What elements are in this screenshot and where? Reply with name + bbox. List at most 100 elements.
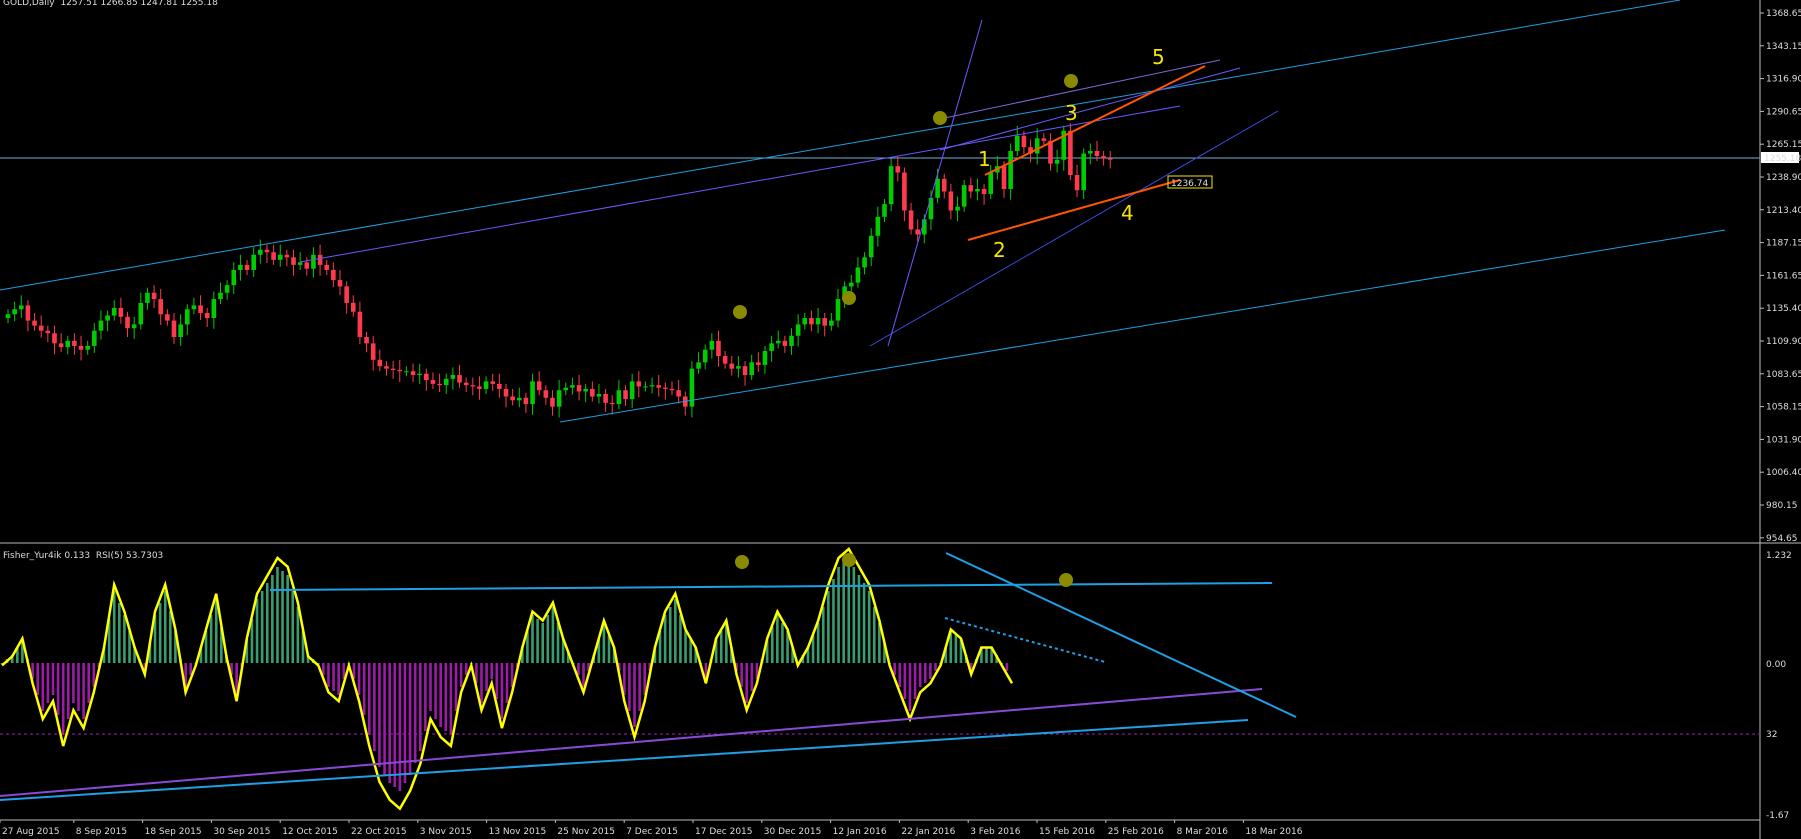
indicator-downtrend-line bbox=[945, 552, 1297, 718]
candle-body bbox=[875, 216, 881, 236]
histogram-bar bbox=[260, 591, 264, 663]
candle-body bbox=[271, 252, 276, 260]
histogram-bar bbox=[980, 647, 983, 663]
histogram-bar bbox=[444, 663, 448, 731]
candle-body bbox=[145, 292, 150, 303]
candle-body bbox=[231, 269, 237, 286]
candle-body bbox=[1034, 138, 1040, 154]
histogram-bar bbox=[857, 575, 861, 663]
histogram-bar bbox=[781, 623, 784, 663]
histogram-bar bbox=[265, 583, 269, 663]
candle-body bbox=[450, 375, 456, 379]
histogram-bar bbox=[199, 647, 203, 663]
price-axis-label: 1213.40 bbox=[1766, 206, 1801, 216]
candle-body bbox=[470, 385, 476, 387]
histogram-bar bbox=[296, 607, 300, 663]
candle-body bbox=[58, 343, 64, 348]
date-axis-label: 17 Dec 2015 bbox=[695, 827, 753, 837]
candle-body bbox=[430, 380, 436, 384]
candle-body bbox=[795, 324, 801, 336]
histogram-bar bbox=[235, 663, 238, 695]
histogram-bar bbox=[373, 663, 376, 751]
candle-body bbox=[928, 197, 934, 220]
wave-label: 1 bbox=[978, 147, 991, 171]
candle-body bbox=[935, 178, 940, 198]
histogram-bar bbox=[459, 663, 463, 687]
candle-body bbox=[85, 345, 90, 350]
histogram-bar bbox=[342, 663, 346, 679]
price-axis-label: 954.65 bbox=[1766, 534, 1798, 544]
date-axis-label: 22 Jan 2016 bbox=[901, 827, 955, 837]
histogram-bar bbox=[485, 663, 488, 691]
histogram-bar bbox=[556, 623, 560, 663]
date-axis-label: 30 Sep 2015 bbox=[213, 827, 270, 837]
candle-body bbox=[424, 373, 429, 381]
histogram-bar bbox=[837, 567, 840, 663]
candle-body bbox=[171, 320, 177, 338]
diagonal-support-line bbox=[869, 110, 1279, 347]
histogram-bar bbox=[500, 663, 504, 719]
histogram-bar bbox=[867, 591, 871, 663]
candle-body bbox=[304, 262, 310, 269]
histogram-bar bbox=[934, 663, 937, 671]
candle-body bbox=[370, 343, 376, 360]
histogram-bar bbox=[16, 647, 19, 663]
histogram-bar bbox=[566, 651, 570, 663]
candle-body bbox=[38, 325, 44, 331]
histogram-bar bbox=[668, 607, 672, 663]
marker-dot bbox=[733, 305, 747, 319]
price-axis-label: 1031.90 bbox=[1766, 435, 1801, 445]
candle-body bbox=[669, 388, 675, 391]
marker-dot bbox=[933, 111, 947, 125]
histogram-bar bbox=[755, 663, 759, 679]
candle-body bbox=[941, 178, 947, 192]
histogram-bar bbox=[765, 639, 769, 663]
candle-body bbox=[1008, 150, 1013, 189]
histogram-bar bbox=[607, 635, 611, 663]
candle-body bbox=[902, 172, 907, 211]
candle-body bbox=[908, 210, 914, 230]
histogram-bar bbox=[510, 663, 514, 687]
candle-body bbox=[729, 363, 735, 369]
date-axis-label: 3 Feb 2016 bbox=[970, 827, 1021, 837]
candle-body bbox=[570, 385, 575, 388]
candle-body bbox=[377, 359, 383, 367]
candle-body bbox=[251, 254, 256, 270]
candle-body bbox=[809, 318, 814, 325]
candle-body bbox=[151, 292, 157, 300]
candle-body bbox=[317, 254, 323, 265]
candle-body bbox=[756, 362, 761, 365]
candle-body bbox=[968, 185, 974, 192]
histogram-bar bbox=[393, 663, 397, 787]
candle-body bbox=[629, 381, 635, 400]
histogram-bar bbox=[271, 575, 274, 663]
date-axis-label: 7 Dec 2015 bbox=[626, 827, 678, 837]
date-axis-label: 8 Mar 2016 bbox=[1177, 827, 1229, 837]
candle-body bbox=[497, 383, 502, 389]
histogram-bar bbox=[204, 631, 208, 663]
candle-body bbox=[184, 309, 190, 325]
histogram-bar bbox=[332, 663, 335, 691]
histogram-bar bbox=[112, 591, 116, 663]
candle-body bbox=[1048, 140, 1053, 164]
histogram-bar bbox=[776, 615, 779, 663]
histogram-bar bbox=[786, 631, 789, 663]
marker-dot bbox=[1059, 573, 1073, 587]
candle-body bbox=[364, 337, 369, 344]
histogram-bar bbox=[587, 663, 590, 671]
histogram-bar bbox=[521, 647, 524, 663]
histogram-bar bbox=[464, 663, 468, 675]
candle-body bbox=[65, 340, 71, 348]
histogram-bar bbox=[561, 639, 565, 663]
histogram-bar bbox=[597, 639, 601, 663]
ohlc-readout: 1257.51 1266.85 1247.81 1255.18 bbox=[60, 0, 218, 8]
price-axis-label: 1343.15 bbox=[1766, 42, 1801, 52]
steep-trend-line bbox=[887, 19, 983, 347]
indicator-axis-label: 0.00 bbox=[1766, 660, 1786, 670]
histogram-bar bbox=[61, 663, 65, 735]
histogram-bar bbox=[51, 663, 55, 695]
histogram-bar bbox=[811, 635, 815, 663]
wave-label: 5 bbox=[1152, 45, 1165, 69]
candle-body bbox=[789, 335, 794, 346]
